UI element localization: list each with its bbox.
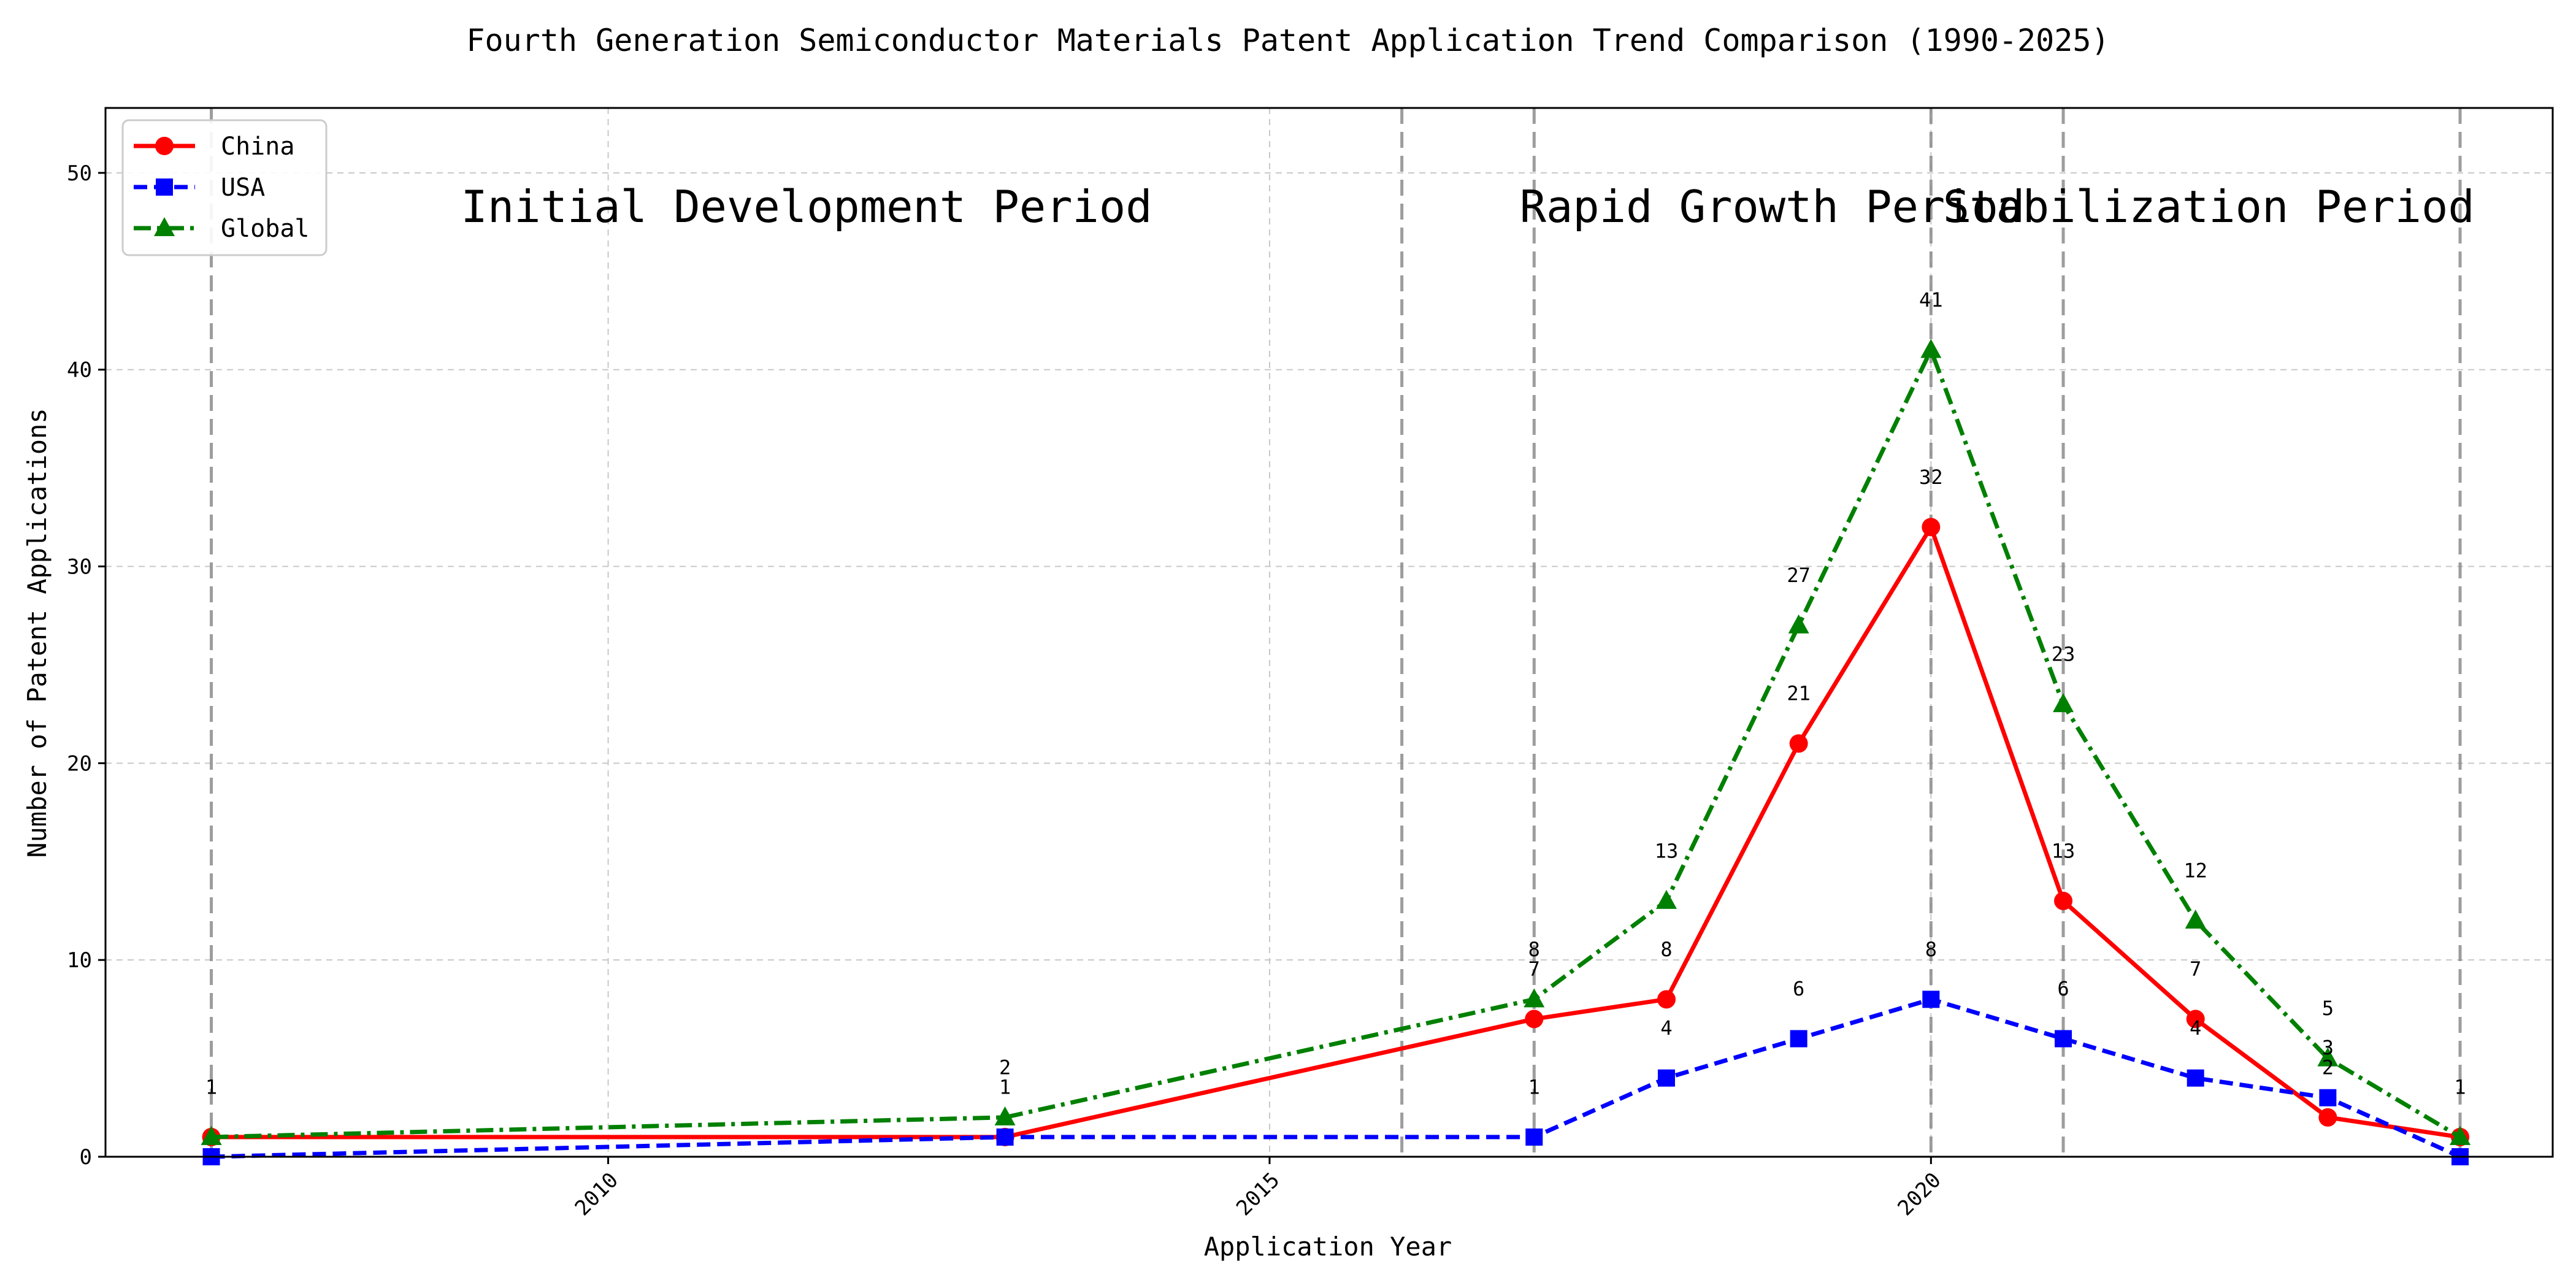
data-label: 1 [205,1075,217,1098]
data-point [1658,1070,1675,1087]
data-label: 6 [1793,977,1804,1000]
data-label: 1 [999,1075,1011,1098]
data-label: 4 [1660,1016,1672,1040]
data-point [997,1129,1014,1146]
data-label: 4 [2190,1016,2201,1040]
data-point [2319,1089,2336,1106]
legend-marker [156,178,173,196]
data-point [1790,734,1808,753]
x-axis-label: Application Year [1204,1232,1452,1262]
chart-title: Fourth Generation Semiconductor Material… [466,23,2109,58]
data-point [1525,1129,1543,1146]
legend: China USA Global [123,120,326,255]
data-label: 2 [2322,1056,2334,1079]
legend-label: USA [221,174,265,202]
data-label: 7 [1528,957,1540,981]
data-point [1657,990,1676,1008]
data-label: 21 [1787,682,1811,705]
data-label: 5 [2322,997,2334,1020]
data-label: 13 [2052,839,2076,862]
legend-marker [155,137,174,155]
data-label: 12 [2183,859,2207,882]
data-label: 1 [1528,1075,1540,1098]
data-point [1922,991,1939,1008]
data-label: 8 [1925,938,1937,961]
data-label: 32 [1919,466,1943,489]
y-tick-label: 20 [67,751,92,776]
data-label: 41 [1919,288,1943,312]
y-tick-label: 0 [80,1145,92,1170]
data-label: 6 [2057,977,2069,1000]
data-label: 27 [1787,564,1811,587]
data-label: 7 [2190,957,2201,981]
y-tick-label: 10 [67,948,92,973]
legend-label: Global [221,215,310,243]
data-label: 13 [1655,839,1679,862]
data-point [2055,1030,2072,1048]
y-tick-label: 50 [67,161,92,186]
data-label: 8 [1660,938,1672,961]
data-label: 23 [2052,643,2076,666]
legend-label: China [221,132,294,161]
period-label: Initial Development Period [461,181,1152,232]
y-tick-label: 40 [67,358,92,383]
data-label: 1 [2454,1075,2466,1098]
data-point [2318,1108,2337,1127]
data-point [1922,518,1940,536]
y-tick-label: 30 [67,555,92,580]
y-axis-label: Number of Patent Applications [22,408,52,857]
data-point [1525,1010,1543,1028]
period-label: Stabilization Period [1943,181,2475,232]
data-point [2054,892,2072,910]
data-point [1790,1030,1807,1048]
data-point [2187,1070,2204,1087]
